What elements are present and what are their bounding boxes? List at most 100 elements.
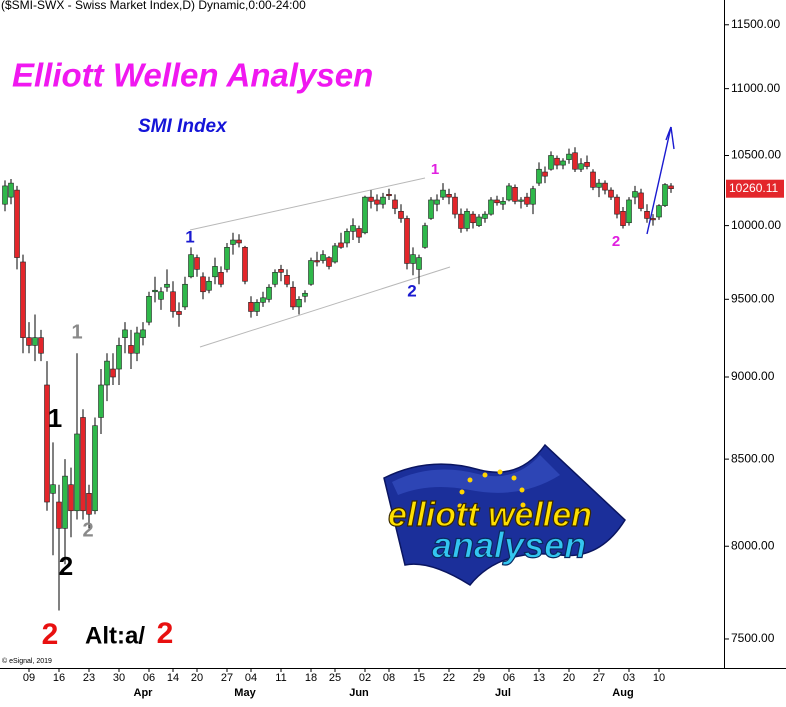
candle-body (566, 153, 572, 160)
month-label: Jun (349, 687, 369, 699)
y-tick-label: 10500.00 (731, 148, 781, 162)
x-tick-label: 22 (443, 672, 455, 684)
candle-body (98, 384, 104, 418)
wave-label: 1 (185, 227, 194, 246)
wave-label: 2 (157, 617, 174, 650)
forecast-arrow (646, 126, 675, 235)
candle-body (374, 199, 380, 205)
candle-body (314, 260, 320, 263)
candle-body (536, 168, 542, 184)
candle-body (62, 475, 68, 529)
candle-body (332, 245, 338, 263)
candle-body (50, 484, 56, 494)
logo-line2: analysen (432, 525, 586, 566)
candle-body (506, 185, 512, 201)
candle-body (608, 189, 614, 198)
y-tick-label: 9000.00 (731, 369, 775, 383)
candle-body (242, 247, 248, 282)
candle-body (416, 257, 422, 270)
candle-body (356, 228, 362, 238)
candle-body (128, 345, 134, 354)
candle-body (20, 261, 26, 338)
month-label: Aug (612, 687, 633, 699)
candle-body (218, 272, 224, 285)
candle-body (632, 191, 638, 198)
logo-flag-shade (392, 455, 560, 495)
wave-label: 1 (48, 403, 62, 433)
x-tick-label: 11 (275, 672, 286, 684)
candle-body (182, 283, 188, 308)
candle-body (56, 501, 62, 529)
logo: elliott wellen analysen (383, 443, 626, 586)
candle-body (380, 196, 386, 205)
wave-label: 2 (59, 551, 73, 581)
candle-body (260, 297, 266, 303)
candle-body (92, 425, 98, 512)
candle-body (398, 211, 404, 219)
candle-body (248, 302, 254, 312)
candle-body (584, 162, 590, 167)
candle-body (302, 292, 308, 297)
candle-body (212, 266, 218, 278)
candle-body (140, 329, 146, 338)
candle-body (434, 199, 440, 205)
candle-body (620, 211, 626, 226)
logo-line1: elliott wellen (388, 496, 592, 534)
month-label: Jul (495, 687, 511, 699)
candle-body (188, 254, 194, 278)
candle-body (278, 269, 284, 273)
y-tick-label: 11000.00 (731, 81, 780, 95)
candle-body (602, 182, 608, 191)
candle-body (110, 368, 116, 378)
candle-body (554, 157, 560, 166)
candle-body (578, 163, 584, 170)
x-tick-label: 14 (167, 672, 179, 684)
candle-body (80, 417, 86, 512)
source: © eSignal, 2019 (2, 657, 52, 665)
candle-body (164, 283, 170, 288)
channel-line (189, 177, 426, 231)
candle-body (224, 247, 230, 270)
candle-body (500, 201, 506, 205)
candle-body (236, 239, 242, 244)
wave-label: 1 (71, 321, 82, 343)
x-tick-label: 27 (221, 672, 233, 684)
candle-body (320, 254, 326, 261)
candle-body (290, 286, 296, 308)
candle-body (344, 231, 350, 244)
candle-body (146, 295, 152, 323)
x-tick-label: 27 (593, 672, 605, 684)
x-tick-label: 13 (533, 672, 545, 684)
candle-body (44, 384, 50, 503)
candle-body (8, 182, 14, 198)
x-tick-label: 15 (413, 672, 425, 684)
candle-body (368, 196, 374, 202)
candle-body (176, 311, 182, 315)
x-tick-label: 02 (359, 672, 371, 684)
x-tick-label: 20 (191, 672, 203, 684)
candle-body (74, 433, 80, 512)
candle-body (122, 329, 128, 338)
wave-label: 2 (42, 618, 59, 651)
chart-header: ($SMI-SWX - Swiss Market Index,D) Dynami… (1, 0, 306, 12)
candle-body (560, 160, 566, 166)
candle-body (470, 213, 476, 224)
wave-label: Alt:a/ (85, 622, 145, 649)
candle-body (482, 213, 488, 219)
candle-body (524, 196, 530, 205)
y-tick-label: 11500.00 (731, 17, 780, 31)
candle-body (284, 275, 290, 285)
last-value-label: 10260.11 (729, 181, 778, 195)
candle-body (572, 152, 578, 170)
candle-body (452, 196, 458, 215)
x-tick-label: 29 (473, 672, 485, 684)
candle-body (32, 337, 38, 346)
candle-body (476, 216, 482, 226)
logo-stars (457, 469, 526, 509)
candle-body (626, 199, 632, 224)
candle-body (230, 239, 236, 245)
wave-label: 2 (612, 233, 620, 250)
month-label: May (234, 687, 256, 699)
candle-body (200, 276, 206, 293)
wave-label: 1 (431, 161, 439, 178)
